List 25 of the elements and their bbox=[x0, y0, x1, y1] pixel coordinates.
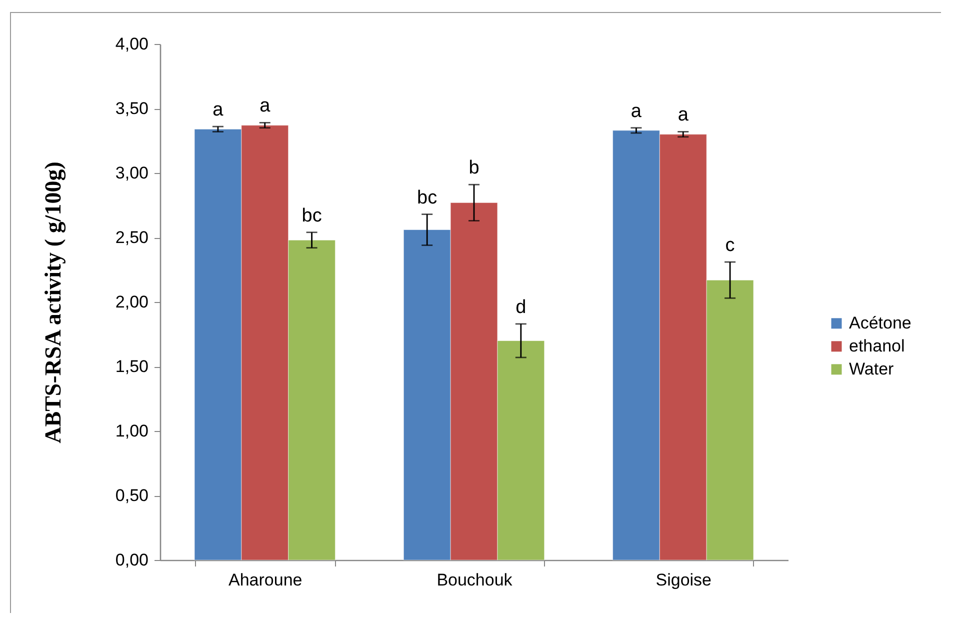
legend-label: Acétone bbox=[849, 313, 912, 332]
y-tick-label: 0,00 bbox=[115, 550, 148, 570]
legend-label: Water bbox=[849, 359, 894, 378]
annotation: d bbox=[516, 296, 526, 318]
annotation: a bbox=[260, 96, 271, 117]
x-tick-label: Sigoise bbox=[656, 570, 712, 590]
y-tick-label: 2,50 bbox=[115, 228, 148, 247]
annotation: a bbox=[630, 100, 642, 122]
y-tick-label: 4,00 bbox=[115, 34, 148, 54]
annotation: a bbox=[212, 100, 224, 121]
annotation: b bbox=[468, 158, 480, 179]
y-tick-label: 1,00 bbox=[115, 422, 148, 440]
x-tick-label: Aharoune bbox=[228, 570, 302, 590]
y-tick-label: 2,00 bbox=[115, 292, 148, 312]
x-tick-label: Bouchouk bbox=[436, 570, 513, 590]
legend-label: ethanol bbox=[849, 336, 905, 356]
y-tick-label: 3,50 bbox=[115, 99, 148, 118]
annotation: bc bbox=[302, 205, 322, 226]
annotation: bc bbox=[417, 187, 438, 208]
y-tick-label: 3,00 bbox=[115, 164, 148, 182]
y-tick-label: 1,50 bbox=[115, 357, 148, 376]
annotation: c bbox=[725, 235, 735, 256]
y-tick-label: 0,50 bbox=[115, 486, 148, 505]
annotation: a bbox=[678, 104, 689, 126]
y-axis-title: ABTS-RSA activity ( g/100g) bbox=[40, 162, 66, 444]
